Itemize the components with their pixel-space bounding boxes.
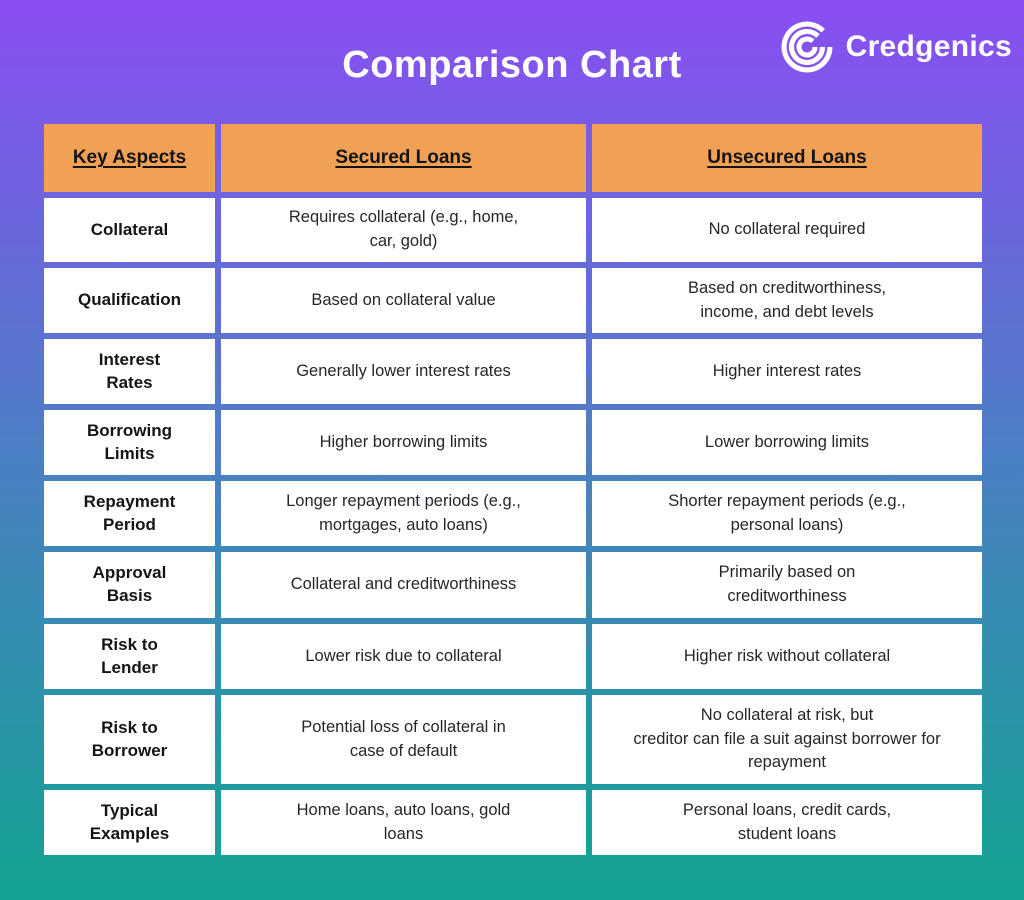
secured-loans-cell-approval-basis: Collateral and creditworthiness xyxy=(221,552,586,618)
brand-name: Credgenics xyxy=(845,30,1012,63)
unsecured-loans-cell-typical-examples: Personal loans, credit cards, student lo… xyxy=(592,790,982,855)
secured-loans-cell-qualification: Based on collateral value xyxy=(221,268,586,333)
column-header-key-aspects: Key Aspects xyxy=(44,124,215,192)
column-header-unsecured-loans-label: Unsecured Loans xyxy=(707,147,867,169)
secured-loans-cell-repayment-period: Longer repayment periods (e.g., mortgage… xyxy=(221,481,586,546)
aspect-cell-risk-to-lender: Risk to Lender xyxy=(44,624,215,689)
secured-loans-cell-interest-rates: Generally lower interest rates xyxy=(221,339,586,404)
unsecured-loans-cell-collateral: No collateral required xyxy=(592,198,982,262)
unsecured-loans-cell-qualification: Based on creditworthiness, income, and d… xyxy=(592,268,982,333)
unsecured-loans-cell-approval-basis: Primarily based on creditworthiness xyxy=(592,552,982,618)
secured-loans-cell-risk-to-lender: Lower risk due to collateral xyxy=(221,624,586,689)
page-title: Comparison Chart xyxy=(342,44,682,86)
unsecured-loans-cell-risk-to-lender: Higher risk without collateral xyxy=(592,624,982,689)
unsecured-loans-cell-risk-to-borrower: No collateral at risk, but creditor can … xyxy=(592,695,982,784)
aspect-cell-interest-rates: Interest Rates xyxy=(44,339,215,404)
comparison-table: Key Aspects Secured Loans Unsecured Loan… xyxy=(44,124,982,855)
unsecured-loans-cell-repayment-period: Shorter repayment periods (e.g., persona… xyxy=(592,481,982,546)
column-header-secured-loans: Secured Loans xyxy=(221,124,586,192)
column-header-key-aspects-label: Key Aspects xyxy=(72,147,187,169)
aspect-cell-risk-to-borrower: Risk to Borrower xyxy=(44,695,215,784)
secured-loans-cell-typical-examples: Home loans, auto loans, gold loans xyxy=(221,790,586,855)
aspect-cell-qualification: Qualification xyxy=(44,268,215,333)
aspect-cell-borrowing-limits: Borrowing Limits xyxy=(44,410,215,475)
column-header-unsecured-loans: Unsecured Loans xyxy=(592,124,982,192)
aspect-cell-collateral: Collateral xyxy=(44,198,215,262)
secured-loans-cell-collateral: Requires collateral (e.g., home, car, go… xyxy=(221,198,586,262)
aspect-cell-repayment-period: Repayment Period xyxy=(44,481,215,546)
column-header-secured-loans-label: Secured Loans xyxy=(335,147,472,169)
credgenics-g-logo-icon xyxy=(781,21,833,73)
secured-loans-cell-risk-to-borrower: Potential loss of collateral in case of … xyxy=(221,695,586,784)
secured-loans-cell-borrowing-limits: Higher borrowing limits xyxy=(221,410,586,475)
aspect-cell-typical-examples: Typical Examples xyxy=(44,790,215,855)
aspect-cell-approval-basis: Approval Basis xyxy=(44,552,215,618)
brand-logo: Credgenics xyxy=(778,18,1012,76)
unsecured-loans-cell-interest-rates: Higher interest rates xyxy=(592,339,982,404)
unsecured-loans-cell-borrowing-limits: Lower borrowing limits xyxy=(592,410,982,475)
